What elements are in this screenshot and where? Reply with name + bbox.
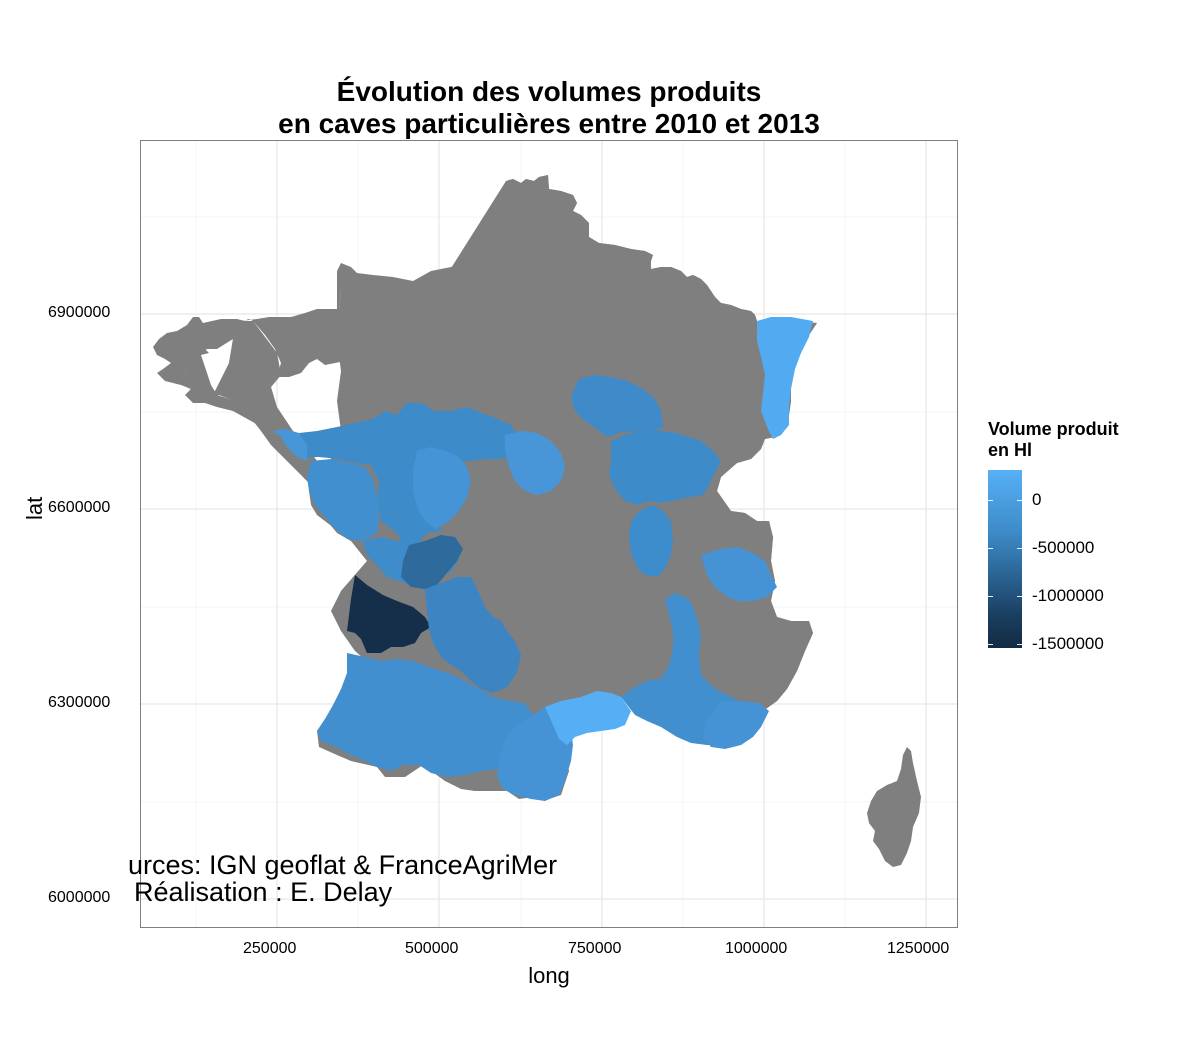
legend-label-neg1000000: -1000000 [1032, 586, 1104, 605]
region-beaujolais [629, 505, 673, 577]
source-line1: urces: IGN geoflat & FranceAgriMer [128, 850, 558, 880]
map-svg [141, 141, 957, 927]
region-yonne [505, 431, 565, 495]
region-touraine [413, 447, 471, 529]
region-burgundy [609, 429, 721, 505]
x-tick-250000: 250000 [243, 940, 297, 957]
corsica [867, 747, 921, 867]
legend-tick-2-right [1017, 596, 1022, 597]
region-provence [703, 701, 769, 749]
y-tick-6000000: 6000000 [48, 889, 111, 906]
source-line2: Réalisation : E. Delay [134, 877, 393, 907]
region-south-west [317, 653, 535, 777]
chart-title-line1: Évolution des volumes produits [336, 76, 762, 107]
legend-title-line1: Volume produit [988, 419, 1119, 439]
x-tick-750000: 750000 [568, 940, 622, 957]
region-loire [299, 403, 519, 545]
y-tick-6900000: 6900000 [48, 304, 111, 321]
legend-colorbar [988, 470, 1022, 648]
region-gironde [347, 575, 431, 653]
legend-label-0: 0 [1032, 490, 1042, 509]
legend-label-neg1500000: -1500000 [1032, 634, 1104, 653]
x-axis-title: long [528, 963, 570, 988]
legend-label-neg500000: -500000 [1032, 538, 1095, 557]
legend-tick-0-left [988, 500, 993, 501]
region-champagne [571, 375, 663, 437]
legend-tick-0-right [1017, 500, 1022, 501]
region-atlantic-coast [273, 429, 307, 461]
legend-title-line2: en Hl [988, 440, 1033, 460]
x-tick-1000000: 1000000 [725, 940, 788, 957]
y-axis-title: lat [22, 496, 47, 520]
france-map [153, 175, 921, 867]
legend-tick-1-left [988, 548, 993, 549]
wine-regions [273, 317, 813, 801]
region-cognac [401, 535, 463, 589]
map-panel [140, 140, 958, 928]
y-tick-6600000: 6600000 [48, 499, 111, 516]
legend-title: Volume produit en Hl [988, 419, 1119, 461]
legend-tick-3-left [988, 644, 993, 645]
region-savoie [701, 547, 777, 601]
x-tick-500000: 500000 [405, 940, 459, 957]
region-vendee [307, 459, 379, 541]
region-alsace [757, 317, 813, 439]
legend-tick-3-right [1017, 644, 1022, 645]
chart-title-line2: en caves particulières entre 2010 et 201… [278, 108, 820, 139]
legend-tick-2-left [988, 596, 993, 597]
legend-tick-1-right [1017, 548, 1022, 549]
x-tick-1250000: 1250000 [887, 940, 950, 957]
source-caption: urces: IGN geoflat & FranceAgriMer Réalis… [128, 852, 557, 906]
region-languedoc [497, 703, 573, 801]
region-herault [545, 691, 631, 745]
region-dordogne [425, 577, 521, 693]
y-tick-6300000: 6300000 [48, 694, 111, 711]
